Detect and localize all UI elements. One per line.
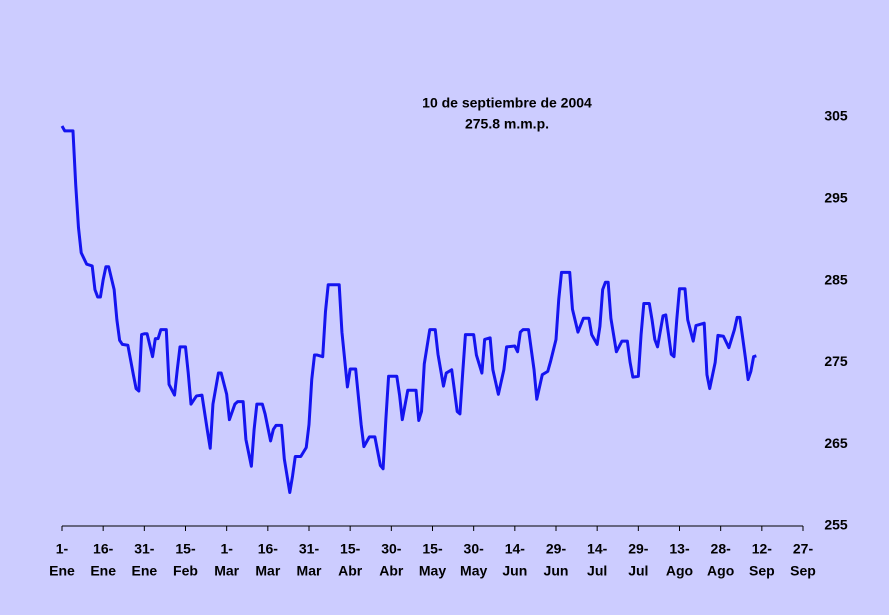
x-tick-label: Mar xyxy=(297,563,322,579)
x-tick-label: Sep xyxy=(790,563,816,579)
x-tick-label: Jul xyxy=(587,563,607,579)
x-tick-label: 16- xyxy=(93,541,114,557)
x-tick-label: Abr xyxy=(338,563,363,579)
x-tick-label: 1- xyxy=(220,541,233,557)
x-tick-label: 30- xyxy=(381,541,402,557)
x-tick-label: 15- xyxy=(340,541,361,557)
x-tick-label: May xyxy=(460,563,487,579)
x-tick-label: Jul xyxy=(628,563,648,579)
x-tick-label: 13- xyxy=(669,541,690,557)
y-tick-label: 295 xyxy=(824,190,848,206)
x-tick-label: 30- xyxy=(464,541,485,557)
x-tick-label: Jun xyxy=(502,563,527,579)
x-tick-label: 14- xyxy=(587,541,608,557)
x-tick-label: Sep xyxy=(749,563,775,579)
x-tick-label: Ene xyxy=(131,563,157,579)
x-tick-label: May xyxy=(419,563,446,579)
x-tick-label: 31- xyxy=(299,541,320,557)
x-tick-label: Abr xyxy=(379,563,404,579)
y-tick-label: 285 xyxy=(824,271,848,287)
x-tick-label: Mar xyxy=(214,563,239,579)
x-tick-label: Mar xyxy=(255,563,280,579)
x-tick-label: 27- xyxy=(793,541,814,557)
x-tick-label: Jun xyxy=(544,563,569,579)
x-tick-label: 14- xyxy=(505,541,526,557)
x-tick-label: 15- xyxy=(175,541,196,557)
x-tick-label: 15- xyxy=(422,541,443,557)
x-tick-label: Ene xyxy=(90,563,116,579)
series-line xyxy=(60,125,757,494)
x-tick-label: 31- xyxy=(134,541,155,557)
x-tick-label: Ago xyxy=(666,563,693,579)
y-tick-label: 265 xyxy=(824,435,848,451)
x-tick-label: 12- xyxy=(752,541,773,557)
x-tick-label: 29- xyxy=(546,541,567,557)
x-tick-label: Ago xyxy=(707,563,734,579)
y-tick-label: 275 xyxy=(824,353,848,369)
x-tick-label: 28- xyxy=(711,541,732,557)
x-tick-label: 29- xyxy=(628,541,649,557)
x-tick-label: Ene xyxy=(49,563,75,579)
x-tick-label: Feb xyxy=(173,563,198,579)
x-tick-label: 16- xyxy=(258,541,279,557)
x-tick-label: 1- xyxy=(56,541,69,557)
y-tick-label: 305 xyxy=(824,108,848,124)
annotation: 275.8 m.m.p. xyxy=(465,116,549,132)
y-tick-label: 255 xyxy=(824,517,848,533)
annotation: 10 de septiembre de 2004 xyxy=(422,95,592,111)
